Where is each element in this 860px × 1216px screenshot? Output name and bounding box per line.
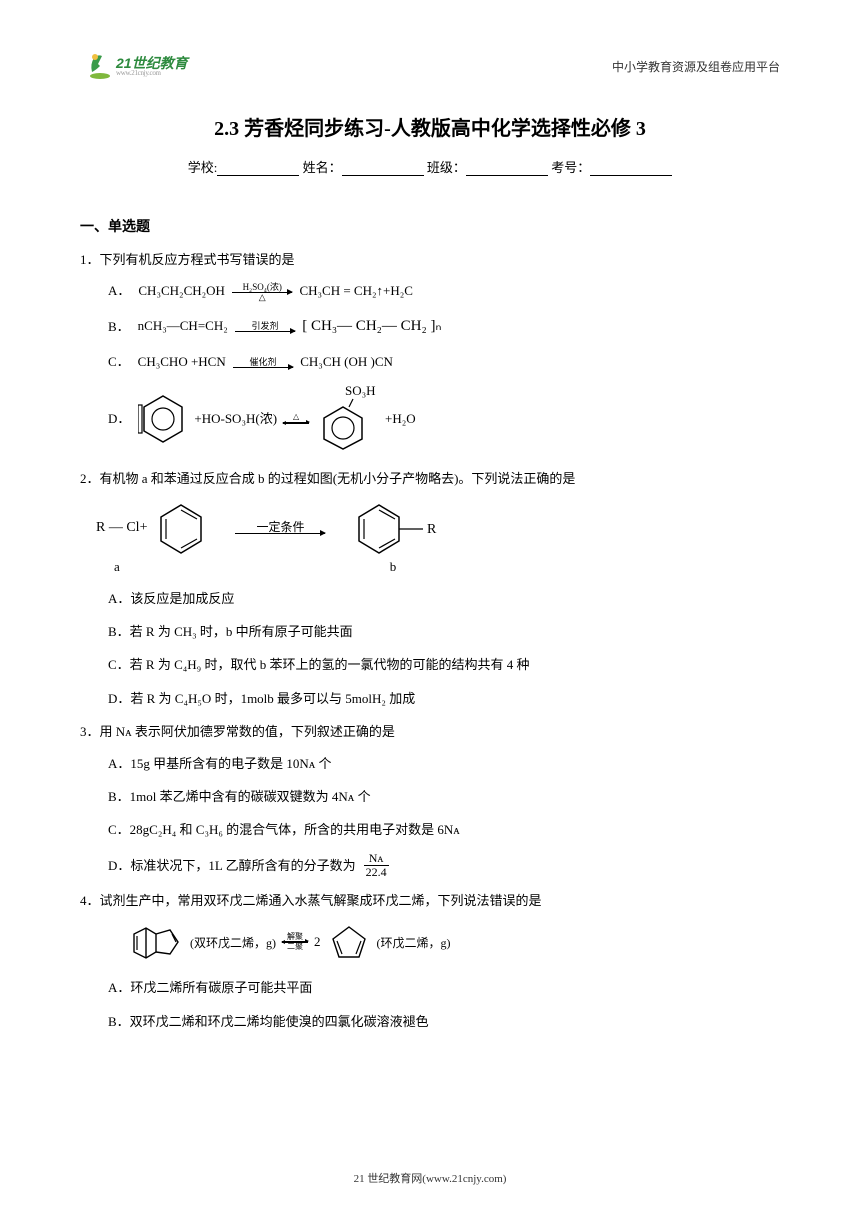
- header-right-text: 中小学教育资源及组卷应用平台: [612, 58, 780, 75]
- equilibrium-icon: △: [283, 414, 309, 423]
- q4-option-a: A．环戊二烯所有碳原子可能共平面: [108, 976, 780, 999]
- q4-reaction-diagram: (双环戊二烯，g) 解聚 二聚 2 (环戊二烯，g): [96, 920, 780, 964]
- q2-reaction-diagram: R — Cl+ 一定条件 R a b: [96, 499, 780, 575]
- q4-label2: (环戊二烯，g): [377, 934, 451, 951]
- fraction: Nᴀ 22.4: [364, 852, 389, 879]
- benzene-so3h-icon: SO₃H: [315, 383, 379, 455]
- q1d-label: D．: [108, 407, 130, 430]
- form-number: 考号：: [551, 160, 590, 175]
- q2-react-left: R — Cl+: [96, 520, 147, 536]
- cyclopentadiene-icon: [327, 921, 371, 963]
- svg-text:R: R: [427, 522, 437, 537]
- q3-option-a: A．15g 甲基所含有的电子数是 10Nᴀ 个: [108, 752, 780, 775]
- benzene-r-icon: R: [351, 499, 441, 557]
- form-line: 学校: 姓名： 班级： 考号：: [80, 157, 780, 176]
- q3-option-c: C．28gC₂H₄ 和 C₃H₆ 的混合气体，所含的共用电子对数是 6Nᴀ: [108, 818, 780, 841]
- q4-text: 4．试剂生产中，常用双环戊二烯通入水蒸气解聚成环戊二烯，下列说法错误的是: [80, 889, 780, 912]
- arrow-icon: H₂SO₄(浓) △: [232, 283, 292, 302]
- benzene-icon: [138, 391, 188, 447]
- q1-option-b: B． nCH₃—CH=CH₂ 引发剂 [ CH₃— CH₂— CH₂ ]ₙ: [108, 313, 780, 340]
- q2-option-c: C．若 R 为 C₄H₉ 时，取代 b 苯环上的氢的一氯代物的可能的结构共有 4…: [108, 653, 780, 676]
- q4-label1: (双环戊二烯，g): [190, 934, 276, 951]
- q3-option-b: B．1mol 苯乙烯中含有的碳碳双键数为 4Nᴀ 个: [108, 785, 780, 808]
- form-school: 学校:: [188, 160, 218, 175]
- q1c-equation: CH₃CHO +HCN 催化剂 CH₃CH (OH )CN: [138, 350, 393, 373]
- form-name: 姓名：: [303, 160, 342, 175]
- q1-option-a: A． CH₃CH₂CH₂OH H₂SO₄(浓) △ CH₃CH = CH₂↑+H…: [108, 279, 780, 302]
- svg-text:SO₃H: SO₃H: [345, 383, 376, 398]
- logo-icon: [80, 50, 112, 82]
- arrow-icon: 催化剂: [233, 358, 293, 368]
- logo-main: 21世纪教育: [116, 56, 188, 70]
- benzene-icon: [153, 499, 209, 557]
- form-class: 班级：: [427, 160, 466, 175]
- blank-name: [342, 162, 424, 176]
- page-header: 21世纪教育 www.21cnjy.com 中小学教育资源及组卷应用平台: [80, 50, 780, 82]
- blank-number: [590, 162, 672, 176]
- logo: 21世纪教育 www.21cnjy.com: [80, 50, 188, 82]
- q1-option-d: D． +HO-SO₃H(浓) △ SO₃H +H₂O: [108, 383, 780, 455]
- arrow-icon: 一定条件: [235, 521, 325, 534]
- q4-coef-2: 2: [314, 934, 321, 950]
- q1b-label: B．: [108, 315, 130, 338]
- q1c-label: C．: [108, 350, 130, 373]
- document-title: 2.3 芳香烃同步练习-人教版高中化学选择性必修 3: [80, 112, 780, 141]
- q1-option-c: C． CH₃CHO +HCN 催化剂 CH₃CH (OH )CN: [108, 350, 780, 373]
- logo-sub: www.21cnjy.com: [116, 70, 188, 77]
- q3-option-d: D．标准状况下，1L 乙醇所含有的分子数为 Nᴀ 22.4: [108, 852, 780, 879]
- q1-text: 1．下列有机反应方程式书写错误的是: [80, 248, 780, 271]
- bicyclopentadiene-icon: [126, 920, 184, 964]
- q2-option-d: D．若 R 为 C₄H₅O 时，1molb 最多可以与 5molH₂ 加成: [108, 687, 780, 710]
- q1a-label: A．: [108, 279, 130, 302]
- section-title: 一、单选题: [80, 216, 780, 236]
- q2-option-b: B．若 R 为 CH₃ 时，b 中所有原子可能共面: [108, 620, 780, 643]
- q2-option-a: A．该反应是加成反应: [108, 587, 780, 610]
- q2-label-a: a: [114, 559, 120, 575]
- arrow-icon: 引发剂: [235, 322, 295, 332]
- logo-text: 21世纪教育 www.21cnjy.com: [116, 56, 188, 77]
- q2-text: 2．有机物 a 和苯通过反应合成 b 的过程如图(无机小分子产物略去)。下列说法…: [80, 467, 780, 490]
- q1b-equation: nCH₃—CH=CH₂ 引发剂 [ CH₃— CH₂— CH₂ ]ₙ: [138, 313, 442, 340]
- q2-label-b: b: [390, 559, 397, 575]
- q3-text: 3．用 Nᴀ 表示阿伏加德罗常数的值，下列叙述正确的是: [80, 720, 780, 743]
- page-footer: 21 世纪教育网(www.21cnjy.com): [0, 1170, 860, 1186]
- blank-school: [217, 162, 299, 176]
- q1a-equation: CH₃CH₂CH₂OH H₂SO₄(浓) △ CH₃CH = CH₂↑+H₂C: [138, 279, 413, 302]
- q4-option-b: B．双环戊二烯和环戊二烯均能使溴的四氯化碳溶液褪色: [108, 1010, 780, 1033]
- q1d-diagram: +HO-SO₃H(浓) △ SO₃H +H₂O: [138, 383, 415, 455]
- equilibrium-icon: 解聚 二聚: [282, 934, 308, 951]
- blank-class: [466, 162, 548, 176]
